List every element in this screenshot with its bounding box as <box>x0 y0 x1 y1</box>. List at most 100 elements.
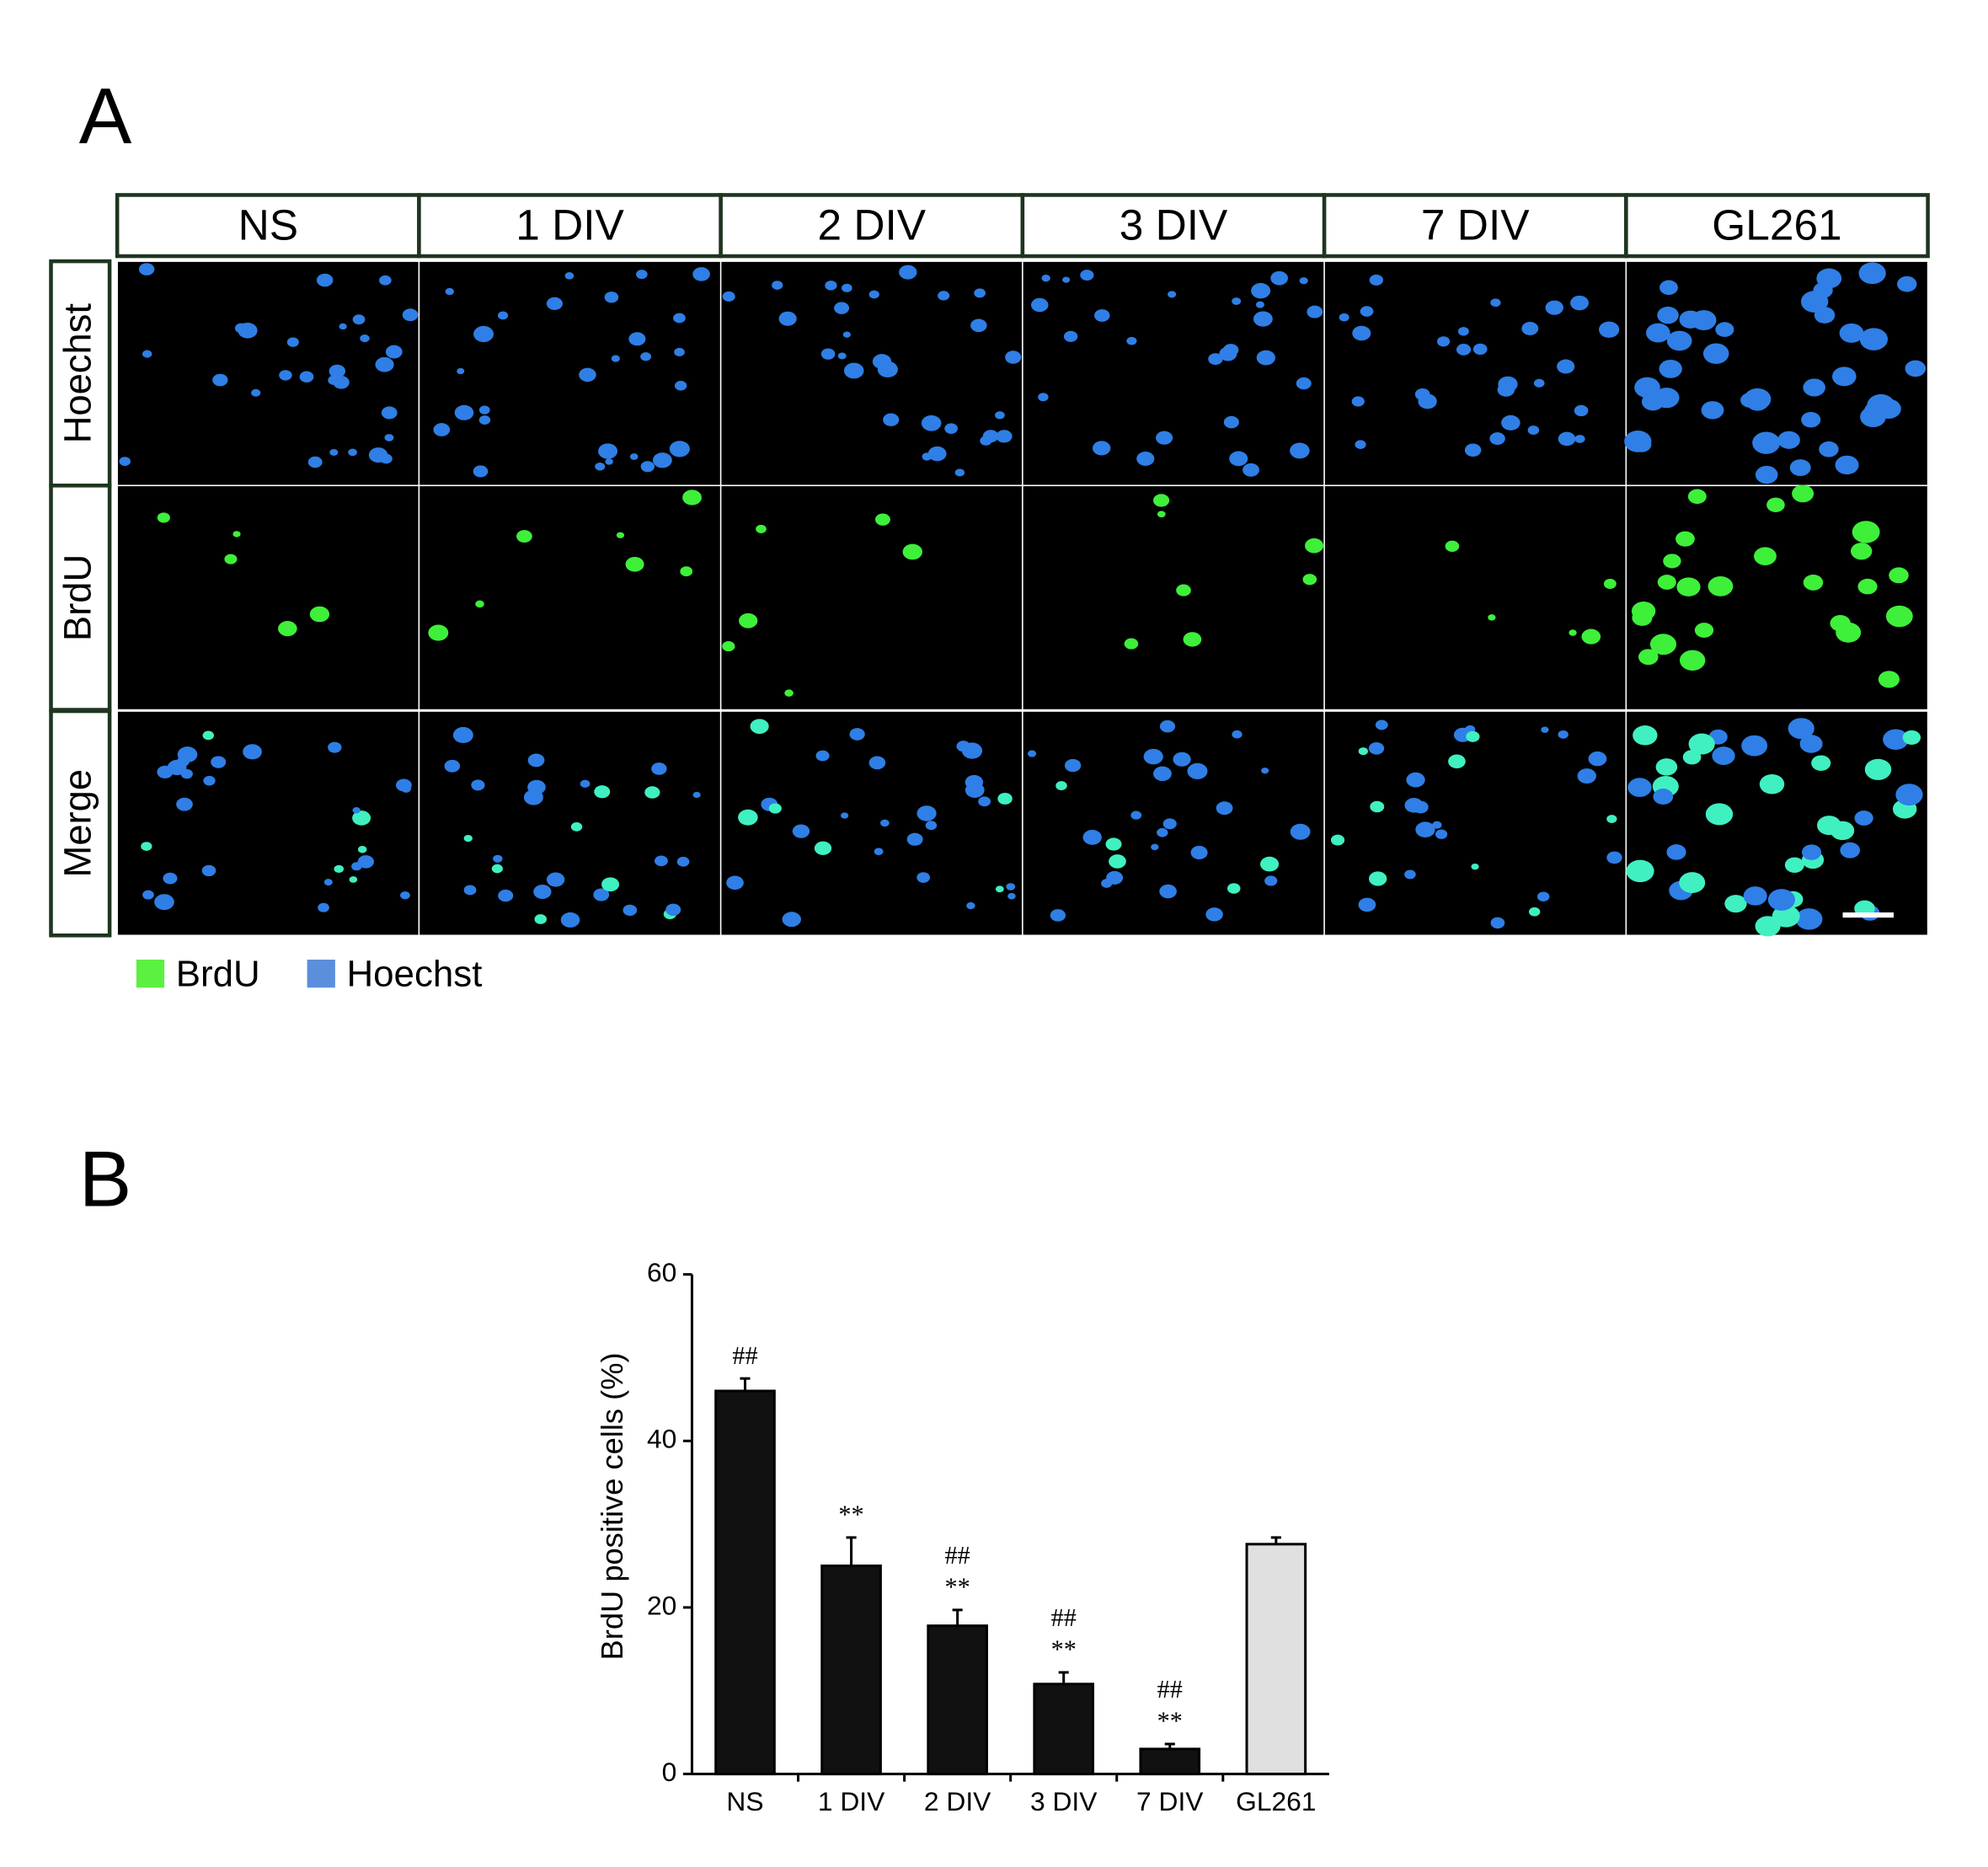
nucleus <box>1599 321 1620 338</box>
bar <box>1139 1747 1201 1776</box>
nucleus <box>927 446 947 462</box>
nucleus <box>1682 750 1702 765</box>
nucleus <box>1784 857 1804 873</box>
nucleus <box>157 512 170 523</box>
nucleus <box>815 750 830 762</box>
row-label-box <box>49 709 112 938</box>
nucleus <box>1261 768 1269 774</box>
nucleus <box>211 756 227 768</box>
nucleus <box>1092 441 1111 456</box>
nucleus <box>996 430 1013 443</box>
nucleus <box>1527 425 1540 436</box>
nucleus <box>357 846 367 853</box>
nucleus <box>1223 415 1239 429</box>
nucleus <box>739 613 758 629</box>
nucleus <box>995 411 1005 420</box>
nucleus <box>1466 730 1480 742</box>
nucleus <box>1264 875 1278 886</box>
nucleus <box>384 434 394 441</box>
nucleus <box>772 281 783 290</box>
nucleus <box>396 778 412 792</box>
nucleus <box>623 904 638 916</box>
nucleus <box>1226 883 1241 894</box>
legend-swatch <box>307 960 335 988</box>
nucleus <box>1031 297 1049 313</box>
significance-mark: ** <box>1157 1707 1183 1736</box>
nucleus <box>1143 748 1163 765</box>
micrograph <box>719 710 1023 937</box>
nucleus <box>1659 359 1682 378</box>
nucleus <box>1627 778 1652 797</box>
nucleus <box>202 730 215 741</box>
panel-label: B <box>79 1135 132 1223</box>
nucleus <box>1472 343 1488 356</box>
nucleus <box>1307 305 1323 318</box>
nucleus <box>1581 629 1601 645</box>
nucleus <box>1290 442 1310 459</box>
nucleus <box>879 819 890 827</box>
nucleus <box>1360 306 1374 317</box>
nucleus <box>980 436 992 446</box>
nucleus <box>1558 730 1568 739</box>
nucleus <box>564 271 574 280</box>
nucleus <box>1803 378 1825 397</box>
nucleus <box>1255 301 1264 308</box>
nucleus <box>674 347 685 357</box>
micrograph <box>418 484 722 711</box>
nucleus <box>1577 768 1596 784</box>
nucleus <box>1741 735 1768 757</box>
column-header: 2 DIV <box>817 200 926 249</box>
nucleus <box>1448 754 1466 769</box>
micrograph <box>1323 710 1627 937</box>
nucleus <box>201 864 216 877</box>
nucleus <box>1062 276 1071 283</box>
nucleus <box>1260 856 1280 872</box>
nucleus <box>1854 810 1873 826</box>
nucleus <box>750 719 769 735</box>
nucleus <box>1006 883 1016 891</box>
nucleus <box>523 789 543 805</box>
column-header: GL261 <box>1712 200 1841 249</box>
nucleus <box>1497 382 1515 397</box>
nucleus <box>1557 359 1575 374</box>
nucleus <box>1883 729 1909 750</box>
nucleus <box>1216 801 1233 816</box>
nucleus <box>1404 798 1424 813</box>
nucleus <box>497 311 509 320</box>
nucleus <box>1253 311 1273 327</box>
nucleus <box>1157 511 1166 518</box>
nucleus <box>875 513 890 526</box>
nucleus <box>842 331 851 338</box>
nucleus <box>1352 325 1371 341</box>
nucleus <box>1895 784 1923 806</box>
micrograph-background <box>116 484 420 711</box>
nucleus <box>1839 323 1864 343</box>
nucleus <box>119 457 131 466</box>
nucleus <box>629 453 639 460</box>
nucleus <box>1715 322 1734 337</box>
x-tick-label: NS <box>726 1786 763 1816</box>
nucleus <box>1688 733 1715 755</box>
nucleus <box>1375 720 1388 730</box>
nucleus <box>837 352 847 360</box>
nucleus <box>1788 718 1814 740</box>
nucleus <box>1679 872 1706 893</box>
nucleus <box>1027 750 1037 757</box>
nucleus <box>1415 821 1435 838</box>
nucleus <box>1157 827 1168 837</box>
nucleus <box>1558 431 1576 447</box>
nucleus <box>570 821 583 832</box>
nucleus <box>1649 634 1677 655</box>
nucleus <box>1830 615 1851 632</box>
nucleus <box>1173 752 1191 767</box>
nucleus <box>1857 578 1878 595</box>
nucleus <box>1229 451 1248 467</box>
nucleus <box>138 263 155 276</box>
nucleus <box>784 689 794 697</box>
nucleus <box>381 406 398 420</box>
nucleus <box>1799 735 1823 753</box>
nucleus <box>1694 623 1714 638</box>
nucleus <box>1190 845 1208 859</box>
nucleus <box>1878 671 1900 688</box>
nucleus <box>834 302 850 314</box>
